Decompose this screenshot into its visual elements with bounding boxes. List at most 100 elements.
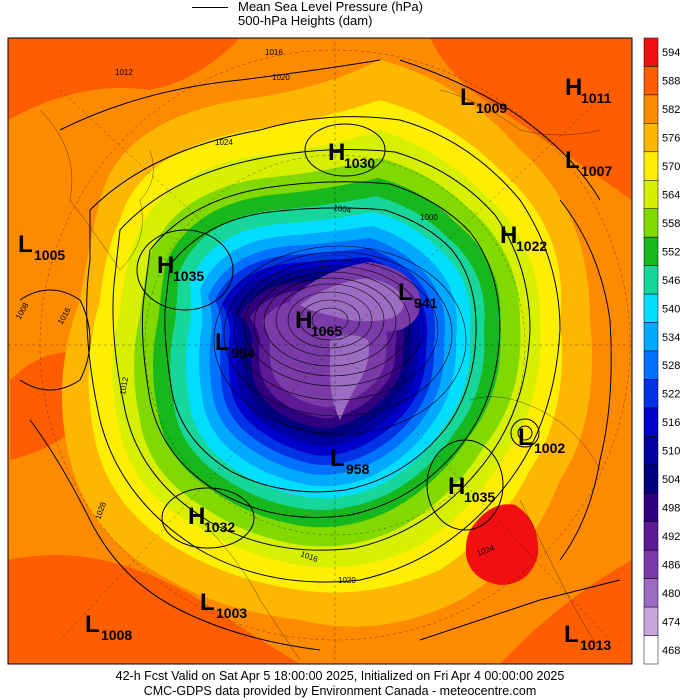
height-band-588 [8, 555, 300, 664]
pressure-value: 1009 [476, 100, 507, 116]
colorbar-label: 528 [662, 360, 680, 372]
pressure-symbol: L [565, 147, 580, 174]
polar-isobars [213, 245, 467, 435]
legend-title-500hpa: 500-hPa Heights (dam) [238, 13, 373, 28]
low-pressure-center: L 1008 [85, 611, 132, 643]
low-pressure-center: L 1005 [18, 231, 65, 263]
pressure-symbol: H [448, 473, 465, 500]
colorbar-label: 498 [662, 503, 680, 515]
colorbar-label: 588 [662, 76, 680, 88]
legend-title-mslp: Mean Sea Level Pressure (hPa) [238, 0, 423, 14]
pressure-symbol: L [18, 231, 33, 258]
pressure-symbol: L [518, 424, 533, 451]
colorbar-swatch-576 [643, 123, 659, 153]
colorbar-swatch-528 [643, 350, 659, 380]
low-pressure-center: L 1003 [200, 589, 247, 621]
height-band-588 [430, 38, 632, 200]
isobar-label: 1016 [265, 48, 283, 57]
pressure-symbol: H [328, 139, 345, 166]
pressure-value: 1003 [216, 605, 247, 621]
pressure-value: 941 [414, 295, 438, 311]
pressure-symbol: H [295, 307, 312, 334]
colorbar-swatch-582 [643, 94, 659, 124]
isobar-label: 1024 [215, 138, 233, 147]
pressure-value: 1030 [344, 155, 375, 171]
isobars [19, 59, 621, 651]
isobar-label: 1000 [420, 213, 438, 222]
low-pressure-center: L 1002 [518, 424, 565, 456]
pressure-value: 958 [346, 461, 370, 477]
height-band-480 [300, 278, 404, 322]
pressure-value: 1008 [101, 627, 132, 643]
colorbar-label: 546 [662, 275, 680, 287]
colorbar-label: 552 [662, 246, 680, 258]
pressure-symbol: H [565, 74, 582, 101]
pressure-symbol: H [500, 222, 517, 249]
colorbar-swatch-504 [643, 464, 659, 494]
colorbar-label: 486 [662, 559, 680, 571]
colorbar-swatch-510 [643, 436, 659, 466]
pressure-symbol: L [330, 445, 345, 472]
low-pressure-center: L 941 [398, 279, 438, 311]
colorbar-label: 492 [662, 531, 680, 543]
colorbar-swatch-570 [643, 151, 659, 181]
pressure-symbol: L [85, 611, 100, 638]
colorbar-swatch-516 [643, 407, 659, 437]
colorbar-swatch-588 [643, 66, 659, 96]
low-pressure-center: L 1007 [565, 147, 612, 179]
colorbar-swatch-534 [643, 322, 659, 352]
colorbar-label: 570 [662, 161, 680, 173]
isobar-label: 1012 [118, 376, 130, 396]
colorbar-swatch-564 [643, 180, 659, 209]
colorbar-label: 516 [662, 417, 680, 429]
low-pressure-center: L 954 [215, 329, 255, 361]
colorbar-swatch-474 [643, 606, 659, 636]
colorbar-label: 576 [662, 133, 680, 145]
isobar-label: 1020 [272, 73, 290, 82]
footer: 42-h Fcst Valid on Sat Apr 5 18:00:00 20… [0, 669, 680, 699]
colorbar-swatch-468 [643, 635, 659, 665]
colorbar-swatch-558 [643, 208, 659, 238]
low-pressure-center: L 958 [330, 445, 370, 477]
colorbar-swatch-492 [643, 521, 659, 551]
pressure-symbol: L [200, 589, 215, 616]
isobar-label: 1012 [115, 68, 133, 77]
colorbar-swatch-480 [643, 578, 659, 608]
colorbar-swatch-522 [643, 379, 659, 409]
pressure-value: 1022 [516, 238, 547, 254]
pressure-symbol: H [188, 503, 205, 530]
pressure-symbol: L [398, 279, 413, 306]
chart-legend: Mean Sea Level Pressure (hPa) 500-hPa He… [0, 0, 680, 34]
pressure-value: 1032 [204, 519, 235, 535]
colorbar-label: 534 [662, 332, 680, 344]
colorbar-swatch-498 [643, 493, 659, 522]
pressure-value: 1002 [534, 440, 565, 456]
colorbar-label: 468 [662, 645, 680, 657]
colorbar-label: 540 [662, 303, 680, 315]
colorbar-label: 594 [662, 47, 680, 59]
pressure-symbol: L [215, 329, 230, 356]
pressure-value: 954 [231, 345, 255, 361]
colorbar-label: 558 [662, 218, 680, 230]
height-band-588 [8, 38, 240, 120]
colorbar-swatch-540 [643, 293, 659, 323]
forecast-valid-text: 42-h Fcst Valid on Sat Apr 5 18:00:00 20… [115, 669, 565, 683]
colorbar-label: 504 [662, 474, 680, 486]
pressure-symbol: H [157, 252, 174, 279]
height-band-480 [330, 335, 369, 420]
pressure-value: 1035 [464, 489, 495, 505]
pressure-value: 1011 [581, 90, 612, 106]
height-band-588 [500, 560, 632, 664]
graticule [8, 38, 632, 664]
pressure-value: 1035 [173, 268, 204, 284]
coastlines [39, 89, 601, 661]
